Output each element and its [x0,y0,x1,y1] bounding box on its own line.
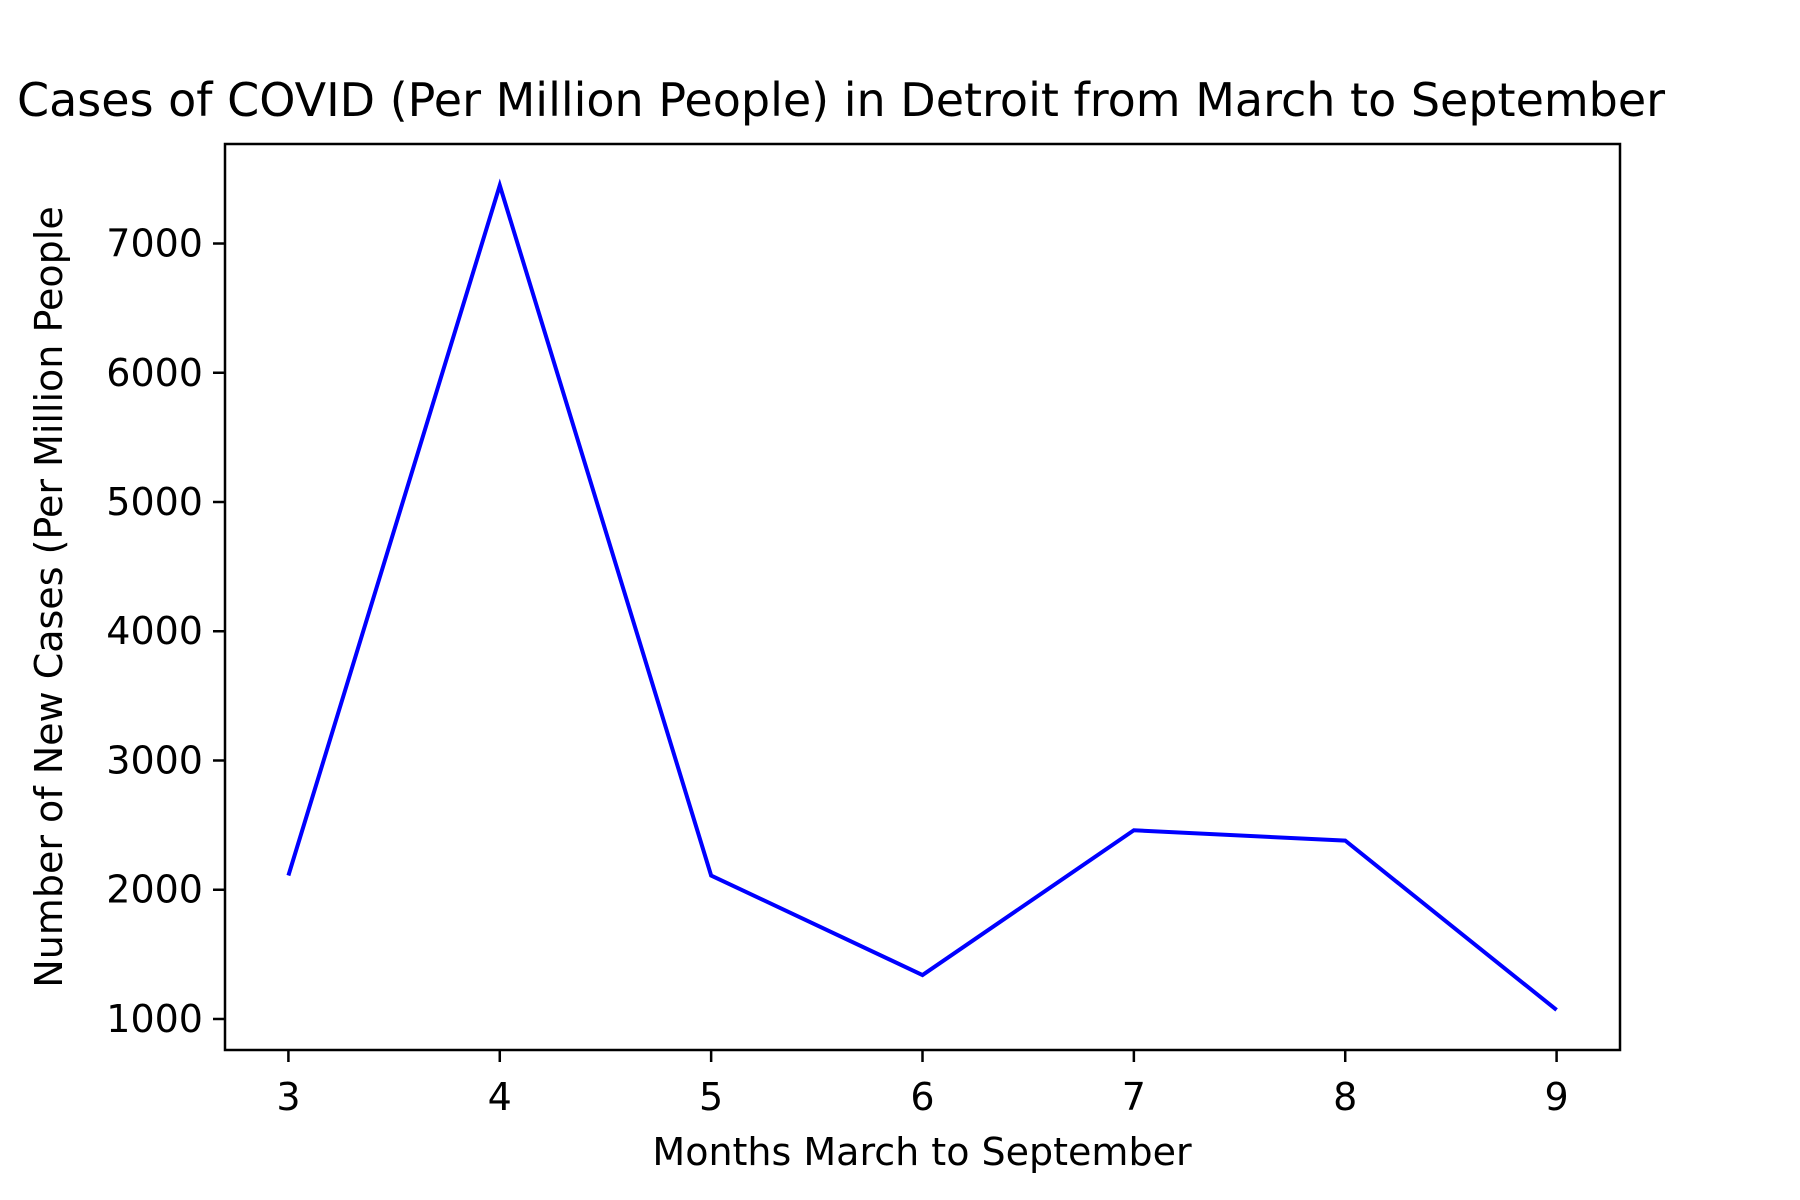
x-tick-label: 4 [488,1075,512,1119]
x-axis-label: Months March to September [652,1130,1192,1174]
x-tick-label: 6 [910,1075,934,1119]
x-tick-label: 5 [699,1075,723,1119]
y-tick-label: 7000 [106,222,203,266]
y-tick-label: 1000 [106,997,203,1041]
x-tick-label: 3 [276,1075,300,1119]
x-tick-label: 9 [1544,1075,1568,1119]
plot-frame [223,142,1622,1052]
marks-layer: 3 4 5 6 7 8 9 1000 2000 3000 4000 5000 6000 7000 [106,178,1569,1119]
x-tick-label: 8 [1333,1075,1357,1119]
y-axis-label: Number of New Cases (Per Million People [27,206,71,987]
series-line [286,178,1558,1012]
chart-title: Cases of COVID (Per Million People) in D… [17,73,1665,127]
y-tick-label: 2000 [106,868,203,912]
x-tick-label: 7 [1122,1075,1146,1119]
y-tick-label: 4000 [106,609,203,653]
y-tick-label: 3000 [106,738,203,782]
y-tick-label: 5000 [106,480,203,524]
y-tick-label: 6000 [106,351,203,395]
